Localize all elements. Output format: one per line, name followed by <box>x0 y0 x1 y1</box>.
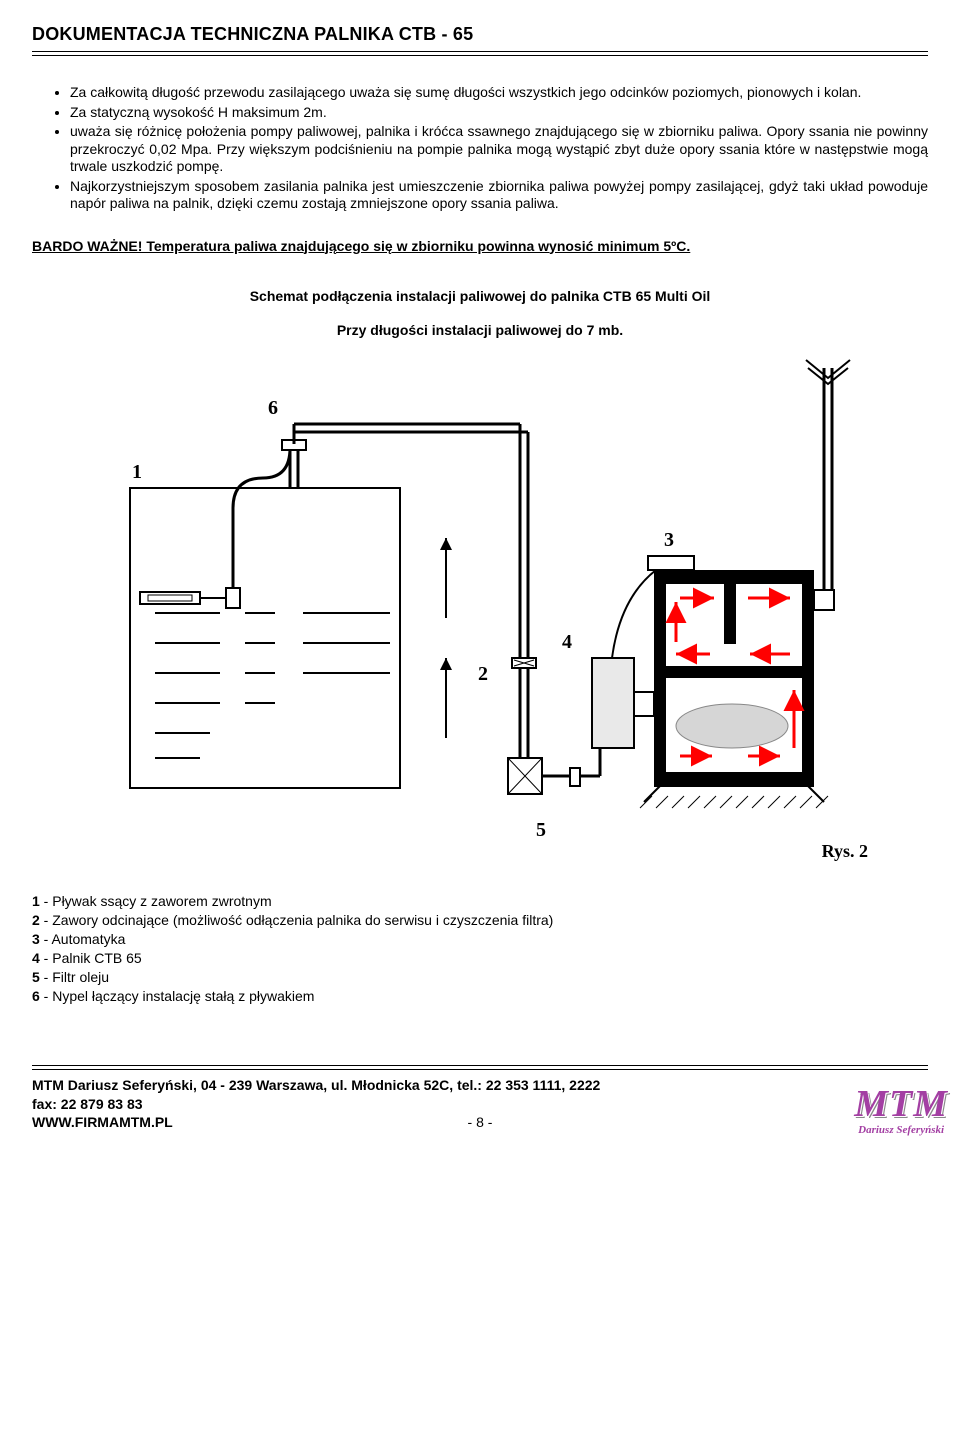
diagram-label-5: 5 <box>536 819 546 841</box>
legend-item: 4 - Palnik CTB 65 <box>32 949 928 968</box>
bullet-item: Za całkowitą długość przewodu zasilające… <box>70 84 928 102</box>
bullet-item: Za statyczną wysokość H maksimum 2m. <box>70 104 928 122</box>
diagram-label-4: 4 <box>562 631 572 653</box>
diagram-label-1: 1 <box>132 461 142 483</box>
diagram-label-3: 3 <box>664 529 674 551</box>
header-rule <box>32 51 928 56</box>
footer-line-1: MTM Dariusz Seferyński, 04 - 239 Warszaw… <box>32 1076 928 1094</box>
footer-line-2: fax: 22 879 83 83 <box>32 1095 928 1113</box>
bullet-item: uważa się różnicę położenia pompy paliwo… <box>70 123 928 176</box>
legend-item: 2 - Zawory odcinające (możliwość odłącze… <box>32 911 928 930</box>
schema-subtitle: Przy długości instalacji paliwowej do 7 … <box>32 322 928 338</box>
diagram-label-6: 6 <box>268 397 278 419</box>
legend: 1 - Pływak ssący z zaworem zwrotnym 2 - … <box>32 892 928 1005</box>
schema-title: Schemat podłączenia instalacji paliwowej… <box>32 288 928 304</box>
page-title: DOKUMENTACJA TECHNICZNA PALNIKA CTB - 65 <box>32 24 928 45</box>
diagram: 1 6 2 3 4 5 <box>32 358 928 881</box>
bullet-list: Za całkowitą długość przewodu zasilające… <box>32 84 928 213</box>
legend-item: 3 - Automatyka <box>32 930 928 949</box>
legend-item: 5 - Filtr oleju <box>32 968 928 987</box>
footer-rule <box>32 1065 928 1070</box>
important-note: BARDO WAŻNE! Temperatura paliwa znajdują… <box>32 237 928 257</box>
legend-item: 1 - Pływak ssący z zaworem zwrotnym <box>32 892 928 911</box>
diagram-label-2: 2 <box>478 663 488 685</box>
bullet-item: Najkorzystniejszym sposobem zasilania pa… <box>70 178 928 213</box>
footer: MTM Dariusz Seferyński, 04 - 239 Warszaw… <box>32 1076 928 1131</box>
legend-item: 6 - Nypel łączący instalację stałą z pły… <box>32 987 928 1006</box>
